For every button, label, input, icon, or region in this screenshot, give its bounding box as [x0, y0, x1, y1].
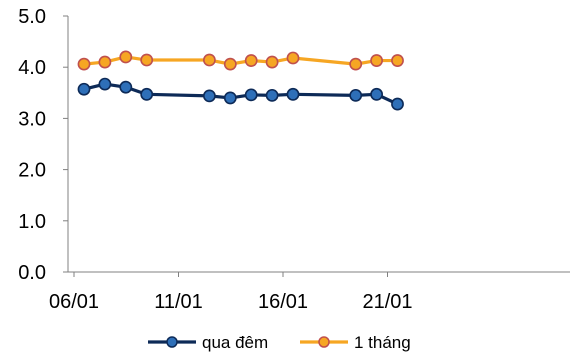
y-tick-label: 4.0: [18, 57, 46, 79]
data-point: [77, 57, 91, 71]
data-point: [265, 55, 279, 69]
data-point: [98, 77, 112, 91]
y-tick-label: 3.0: [18, 108, 46, 130]
data-point: [223, 57, 237, 71]
data-point: [370, 87, 383, 101]
data-point: [370, 54, 383, 67]
y-tick-label: 5.0: [18, 6, 46, 28]
chart-legend: qua đêm 1 tháng: [148, 333, 411, 352]
y-tick-label: 2.0: [18, 160, 46, 182]
series-1: [77, 77, 404, 111]
y-tick-label: 0.0: [18, 262, 46, 284]
data-point: [119, 50, 133, 64]
data-point: [140, 87, 154, 101]
x-tick-label: 21/01: [362, 291, 412, 313]
legend-item: 1 tháng: [300, 333, 411, 352]
data-point: [98, 55, 112, 69]
data-point: [244, 88, 258, 102]
legend-item: qua đêm: [148, 333, 268, 352]
x-tick-label: 06/01: [49, 291, 99, 313]
series-2: [77, 50, 404, 71]
data-point: [286, 87, 300, 101]
legend-label: qua đêm: [202, 333, 268, 352]
data-point: [119, 80, 133, 94]
data-point: [391, 54, 404, 67]
y-tick-label: 1.0: [18, 211, 46, 233]
data-point: [140, 53, 154, 67]
data-point: [286, 51, 300, 65]
data-point: [202, 89, 216, 103]
legend-label: 1 tháng: [354, 333, 411, 352]
data-point: [244, 54, 258, 67]
legend-marker: [166, 336, 178, 348]
chart-axes: 0.0 1.0 2.0 3.0 4.0 5.0 06/01 11/01 16/01 21/01: [18, 6, 570, 313]
legend-marker: [318, 336, 330, 348]
data-point: [349, 88, 363, 102]
x-tick-label: 16/01: [258, 291, 308, 313]
data-point: [77, 82, 91, 96]
data-point: [202, 53, 216, 67]
data-point: [265, 88, 279, 102]
chart-series: [77, 50, 404, 111]
data-point: [349, 57, 363, 71]
data-point: [391, 97, 404, 111]
data-point: [223, 91, 237, 105]
x-tick-label: 11/01: [154, 291, 203, 313]
